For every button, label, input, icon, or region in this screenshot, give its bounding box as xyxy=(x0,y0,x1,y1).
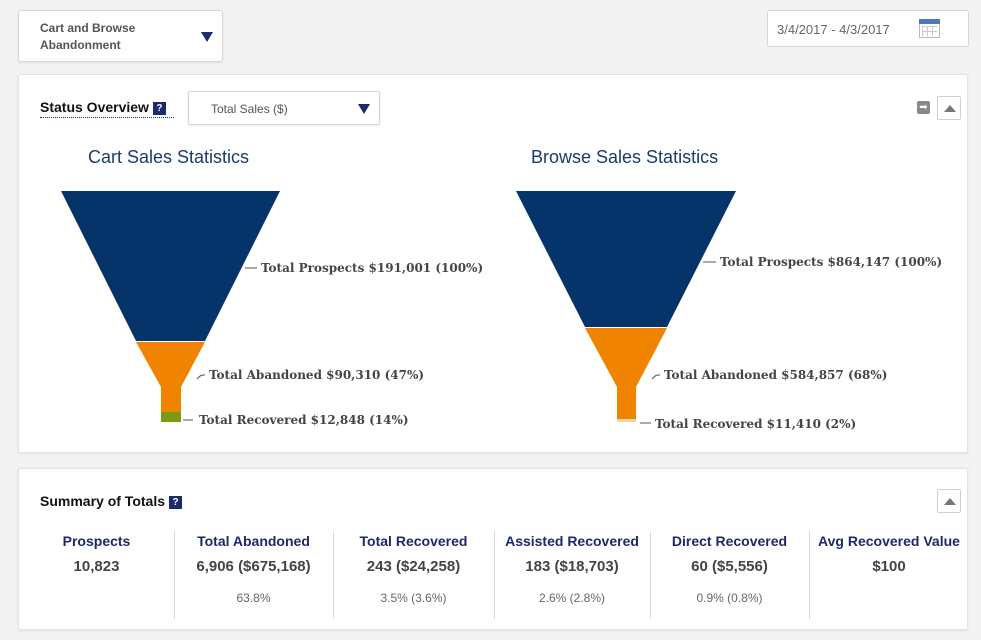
funnel-charts: Total Prospects $191,001 (100%) Total Ab… xyxy=(61,191,942,431)
cart-abandoned-leader xyxy=(196,374,206,380)
title-underline xyxy=(40,117,174,118)
summary-column-direct: Direct Recovered 60 ($5,556) 0.9% (0.8%) xyxy=(650,527,809,621)
cart-funnel-title: Cart Sales Statistics xyxy=(88,147,250,167)
arrow-right-icon[interactable]: ➡ xyxy=(917,101,930,114)
metric-select[interactable]: Total Sales ($) xyxy=(188,91,380,125)
cart-recovered-label: Total Recovered $12,848 (14%) xyxy=(199,413,409,427)
browse-abandoned-segment xyxy=(585,328,667,419)
summary-columns: Prospects 10,823 Total Abandoned 6,906 (… xyxy=(19,527,969,621)
divider xyxy=(650,531,651,619)
cart-funnel: Total Prospects $191,001 (100%) Total Ab… xyxy=(61,191,483,427)
column-label: Avg Recovered Value xyxy=(818,533,960,549)
summary-title: Summary of Totals xyxy=(40,493,165,509)
column-value: 6,906 ($675,168) xyxy=(196,558,311,575)
date-range-picker[interactable]: 3/4/2017 - 4/3/2017 xyxy=(767,10,969,47)
summary-column-recovered: Total Recovered 243 ($24,258) 3.5% (3.6%… xyxy=(333,527,494,621)
cart-recovered-segment xyxy=(161,412,181,422)
summary-column-assisted: Assisted Recovered 183 ($18,703) 2.6% (2… xyxy=(494,527,650,621)
collapse-up-icon[interactable] xyxy=(937,96,961,120)
browse-prospects-segment xyxy=(516,191,736,327)
column-percent: 0.9% (0.8%) xyxy=(696,591,763,605)
date-range-value: 3/4/2017 - 4/3/2017 xyxy=(777,22,890,37)
column-label: Total Recovered xyxy=(359,533,468,549)
browse-funnel-title: Browse Sales Statistics xyxy=(531,147,719,167)
metric-select-label: Total Sales ($) xyxy=(211,102,288,116)
column-value: 10,823 xyxy=(73,558,120,575)
browse-funnel: Total Prospects $864,147 (100%) Total Ab… xyxy=(516,191,942,431)
status-overview-header: Status Overview? xyxy=(40,99,166,115)
status-overview-panel: Status Overview? Total Sales ($) ➡ Cart … xyxy=(18,74,968,453)
summary-column-abandoned: Total Abandoned 6,906 ($675,168) 63.8% xyxy=(174,527,333,621)
dropdown-arrow-icon xyxy=(358,104,370,114)
summary-column-avg: Avg Recovered Value $100 xyxy=(809,527,969,621)
browse-recovered-label: Total Recovered $11,410 (2%) xyxy=(655,417,856,431)
column-label: Total Abandoned xyxy=(197,533,310,549)
column-value: $100 xyxy=(872,558,906,575)
column-label: Assisted Recovered xyxy=(505,533,639,549)
browse-prospects-label: Total Prospects $864,147 (100%) xyxy=(720,255,942,269)
column-value: 60 ($5,556) xyxy=(691,558,768,575)
collapse-up-icon[interactable] xyxy=(937,489,961,513)
status-overview-title: Status Overview xyxy=(40,99,149,115)
column-label: Direct Recovered xyxy=(671,533,788,549)
browse-recovered-segment xyxy=(617,419,636,422)
help-icon[interactable]: ? xyxy=(169,496,182,509)
abandonment-type-select[interactable]: Cart and Browse Abandonment xyxy=(18,10,223,62)
cart-abandoned-label: Total Abandoned $90,310 (47%) xyxy=(209,368,424,382)
help-icon[interactable]: ? xyxy=(152,102,166,115)
cart-prospects-segment xyxy=(61,191,280,341)
summary-panel: Summary of Totals? Prospects 10,823 Tota… xyxy=(18,468,968,630)
column-percent: 63.8% xyxy=(236,591,271,605)
dropdown-arrow-icon xyxy=(201,32,213,42)
cart-prospects-label: Total Prospects $191,001 (100%) xyxy=(261,261,483,275)
column-percent: 3.5% (3.6%) xyxy=(380,591,447,605)
divider xyxy=(809,531,810,619)
divider xyxy=(494,531,495,619)
browse-abandoned-leader xyxy=(651,374,661,380)
column-value: 183 ($18,703) xyxy=(525,558,619,575)
summary-header: Summary of Totals? xyxy=(40,493,182,509)
divider xyxy=(333,531,334,619)
summary-column-prospects: Prospects 10,823 xyxy=(19,527,174,621)
cart-abandoned-segment xyxy=(136,342,205,412)
abandonment-type-label: Cart and Browse Abandonment xyxy=(40,21,136,52)
column-value: 243 ($24,258) xyxy=(366,558,461,575)
column-label: Prospects xyxy=(62,533,131,549)
calendar-icon[interactable] xyxy=(919,19,940,38)
column-percent: 2.6% (2.8%) xyxy=(538,591,606,605)
divider xyxy=(174,531,175,619)
browse-abandoned-label: Total Abandoned $584,857 (68%) xyxy=(664,368,887,382)
